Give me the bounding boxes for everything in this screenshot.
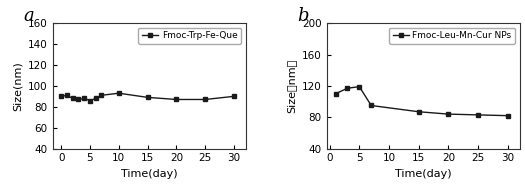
Fmoc-Leu-Mn-Cur NPs	[416, 111, 422, 113]
X-axis label: Time(day): Time(day)	[395, 169, 452, 179]
Fmoc-Leu-Mn-Cur NPs	[475, 114, 481, 116]
Fmoc-Trp-Fe-Que	[81, 97, 87, 100]
Fmoc-Trp-Fe-Que	[144, 96, 151, 99]
Legend: Fmoc-Leu-Mn-Cur NPs: Fmoc-Leu-Mn-Cur NPs	[389, 28, 515, 44]
Y-axis label: Size(nm): Size(nm)	[12, 61, 23, 111]
Text: a: a	[24, 7, 34, 25]
Fmoc-Trp-Fe-Que	[173, 98, 180, 101]
Fmoc-Leu-Mn-Cur NPs	[356, 85, 362, 88]
Fmoc-Leu-Mn-Cur NPs	[344, 87, 351, 89]
Fmoc-Leu-Mn-Cur NPs	[505, 114, 511, 117]
Fmoc-Trp-Fe-Que	[75, 98, 81, 101]
Line: Fmoc-Trp-Fe-Que: Fmoc-Trp-Fe-Que	[59, 91, 236, 103]
Fmoc-Leu-Mn-Cur NPs	[368, 104, 374, 107]
Fmoc-Trp-Fe-Que	[202, 98, 208, 101]
Fmoc-Trp-Fe-Que	[116, 92, 122, 94]
Fmoc-Trp-Fe-Que	[87, 99, 93, 102]
Text: b: b	[298, 7, 309, 25]
X-axis label: Time(day): Time(day)	[121, 169, 177, 179]
Fmoc-Trp-Fe-Que	[92, 97, 99, 100]
Fmoc-Trp-Fe-Que	[58, 95, 64, 97]
Line: Fmoc-Leu-Mn-Cur NPs: Fmoc-Leu-Mn-Cur NPs	[333, 84, 510, 118]
Fmoc-Leu-Mn-Cur NPs	[445, 113, 452, 115]
Y-axis label: Size（nm）: Size（nm）	[287, 59, 297, 113]
Fmoc-Leu-Mn-Cur NPs	[332, 93, 339, 95]
Fmoc-Trp-Fe-Que	[231, 95, 237, 97]
Fmoc-Trp-Fe-Que	[64, 94, 70, 96]
Legend: Fmoc-Trp-Fe-Que: Fmoc-Trp-Fe-Que	[138, 28, 241, 44]
Fmoc-Trp-Fe-Que	[98, 94, 104, 96]
Fmoc-Trp-Fe-Que	[69, 97, 76, 100]
